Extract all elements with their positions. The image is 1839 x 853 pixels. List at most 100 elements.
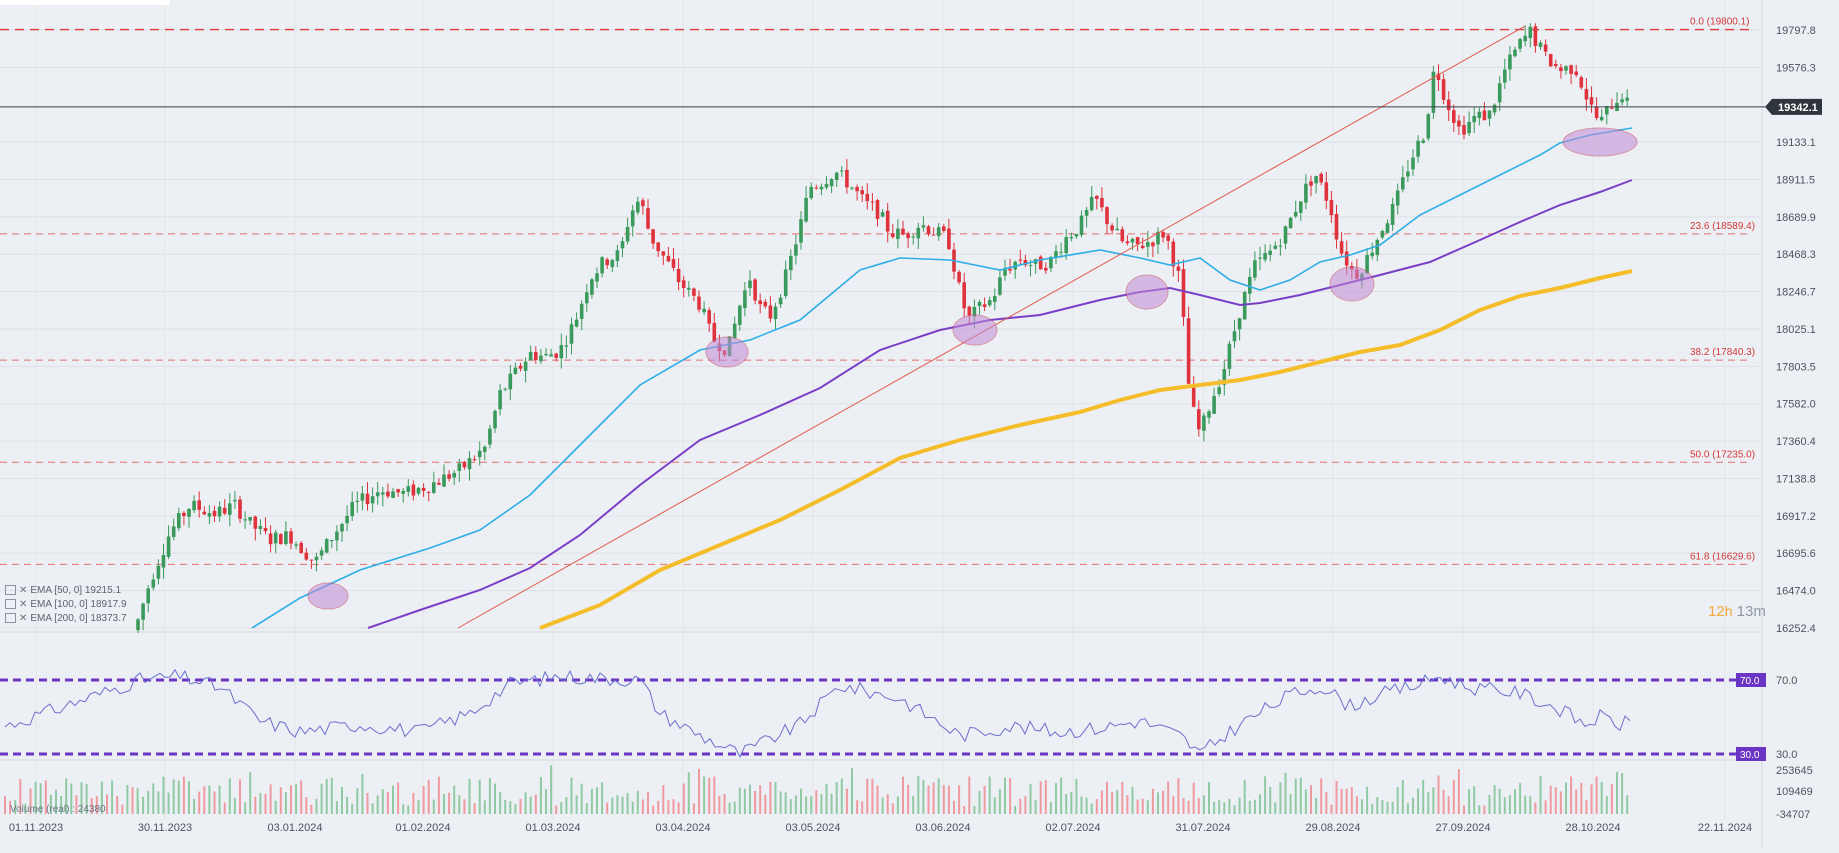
candle[interactable] [870, 192, 875, 211]
candle[interactable] [483, 445, 487, 461]
candle[interactable] [447, 470, 451, 482]
volume-bar[interactable] [218, 785, 221, 814]
volume-bar[interactable] [800, 788, 802, 814]
volume-bar[interactable] [1350, 787, 1353, 814]
candle[interactable] [355, 491, 360, 513]
candle[interactable] [977, 299, 982, 315]
candle[interactable] [141, 602, 145, 631]
candle[interactable] [1375, 238, 1380, 262]
volume-bar[interactable] [295, 784, 298, 814]
volume-bar[interactable] [1498, 788, 1501, 814]
candle[interactable] [1334, 204, 1339, 249]
volume-bar[interactable] [1284, 772, 1287, 814]
candle[interactable] [1207, 409, 1211, 424]
volume-bar[interactable] [407, 805, 410, 814]
volume-bar[interactable] [330, 777, 333, 814]
volume-bar[interactable] [810, 796, 813, 814]
candle[interactable] [493, 409, 497, 433]
candle[interactable] [136, 618, 140, 634]
volume-bar[interactable] [346, 796, 349, 814]
volume-bar[interactable] [65, 778, 68, 814]
candle[interactable] [957, 269, 961, 285]
volume-bar[interactable] [1238, 797, 1241, 814]
volume-bar[interactable] [437, 776, 440, 814]
volume-bar[interactable] [95, 796, 98, 814]
volume-bar[interactable] [1463, 805, 1465, 814]
volume-bar[interactable] [147, 791, 150, 814]
candle[interactable] [707, 307, 711, 333]
candle[interactable] [554, 352, 558, 362]
candle[interactable] [1497, 76, 1502, 112]
candle[interactable] [656, 242, 660, 257]
candle[interactable] [222, 499, 227, 516]
candle[interactable] [651, 229, 655, 249]
volume-bar[interactable] [427, 779, 430, 814]
candle[interactable] [748, 270, 752, 296]
candle[interactable] [1069, 232, 1074, 242]
candle[interactable] [273, 529, 278, 554]
volume-bar[interactable] [116, 795, 119, 814]
candle[interactable] [539, 348, 543, 364]
volume-bar[interactable] [90, 798, 93, 814]
volume-bar[interactable] [1131, 786, 1134, 814]
volume-bar[interactable] [188, 781, 190, 814]
candle[interactable] [906, 231, 910, 248]
volume-bar[interactable] [963, 805, 966, 814]
volume-bar[interactable] [769, 781, 772, 814]
candle[interactable] [1421, 138, 1425, 144]
candle[interactable] [1441, 73, 1446, 105]
volume-bar[interactable] [1417, 788, 1420, 814]
volume-bar[interactable] [1544, 800, 1547, 814]
volume-bar[interactable] [524, 792, 527, 814]
candle[interactable] [1263, 244, 1267, 263]
candle[interactable] [1319, 172, 1323, 186]
close-icon[interactable]: ✕ [19, 599, 28, 610]
volume-bar[interactable] [1289, 794, 1292, 814]
candle[interactable] [865, 183, 870, 210]
candle[interactable] [1314, 175, 1318, 194]
support-highlight-ellipse[interactable] [1125, 274, 1169, 310]
candle[interactable] [375, 481, 380, 505]
candle[interactable] [192, 495, 196, 514]
volume-bar[interactable] [341, 786, 343, 814]
candle[interactable] [579, 300, 584, 331]
volume-bar[interactable] [830, 793, 833, 814]
close-icon[interactable]: ✕ [19, 585, 28, 596]
close-icon[interactable]: ✕ [19, 613, 28, 624]
candle[interactable] [324, 538, 329, 554]
support-highlight-ellipse[interactable] [1562, 127, 1638, 157]
candle[interactable] [860, 185, 864, 203]
candle[interactable] [738, 304, 742, 331]
candle[interactable] [1232, 319, 1237, 349]
volume-bar[interactable] [1182, 797, 1185, 814]
volume-bar[interactable] [1304, 789, 1307, 814]
ema-100-line[interactable] [367, 179, 1633, 629]
volume-bar[interactable] [488, 778, 491, 814]
candle[interactable] [396, 488, 400, 497]
volume-bar[interactable] [958, 785, 961, 814]
candle[interactable] [391, 487, 395, 499]
rsi-line[interactable] [4, 668, 1631, 759]
volume-bar[interactable] [1075, 778, 1078, 814]
volume-bar[interactable] [794, 795, 797, 814]
candle[interactable] [681, 275, 686, 298]
volume-bar[interactable] [1386, 801, 1389, 814]
candle[interactable] [258, 519, 263, 535]
volume-bar[interactable] [1371, 803, 1374, 814]
volume-bar[interactable] [611, 797, 614, 814]
volume-bar[interactable] [386, 791, 389, 814]
candle[interactable] [243, 511, 247, 529]
volume-bar[interactable] [1279, 782, 1282, 814]
volume-bar[interactable] [1570, 776, 1573, 814]
candle[interactable] [1120, 226, 1125, 244]
candle[interactable] [217, 501, 222, 522]
volume-bar[interactable] [1121, 781, 1124, 814]
candle[interactable] [641, 197, 645, 215]
candle[interactable] [457, 458, 462, 483]
candle[interactable] [646, 199, 650, 230]
candle[interactable] [182, 510, 186, 526]
candle[interactable] [840, 165, 844, 177]
candle[interactable] [1273, 241, 1278, 250]
candle[interactable] [809, 182, 813, 200]
volume-bar[interactable] [1493, 785, 1496, 814]
